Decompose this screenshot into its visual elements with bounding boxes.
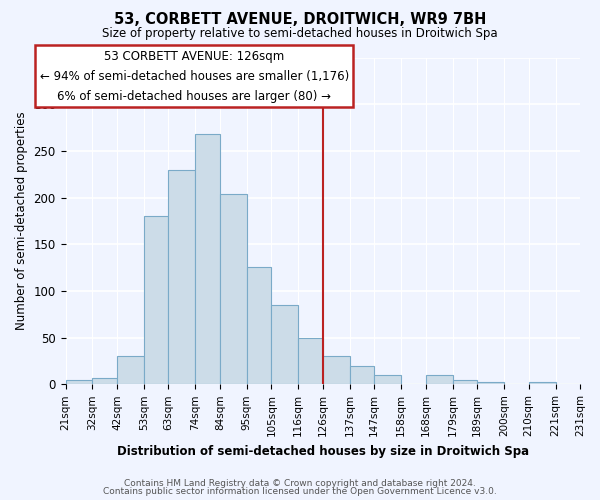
Text: Contains public sector information licensed under the Open Government Licence v3: Contains public sector information licen… <box>103 487 497 496</box>
Bar <box>271 305 298 384</box>
Bar <box>374 375 401 384</box>
Bar <box>220 194 247 384</box>
Bar <box>477 382 504 384</box>
Bar <box>65 380 92 384</box>
Bar <box>169 170 196 384</box>
Text: Size of property relative to semi-detached houses in Droitwich Spa: Size of property relative to semi-detach… <box>102 28 498 40</box>
Text: Contains HM Land Registry data © Crown copyright and database right 2024.: Contains HM Land Registry data © Crown c… <box>124 478 476 488</box>
Bar <box>350 366 374 384</box>
Y-axis label: Number of semi-detached properties: Number of semi-detached properties <box>15 112 28 330</box>
Bar <box>144 216 169 384</box>
Bar <box>323 356 350 384</box>
Bar <box>92 378 117 384</box>
Bar <box>117 356 144 384</box>
X-axis label: Distribution of semi-detached houses by size in Droitwich Spa: Distribution of semi-detached houses by … <box>117 444 529 458</box>
Bar <box>452 380 477 384</box>
Text: 53 CORBETT AVENUE: 126sqm
← 94% of semi-detached houses are smaller (1,176)
6% o: 53 CORBETT AVENUE: 126sqm ← 94% of semi-… <box>40 50 349 102</box>
Text: 53, CORBETT AVENUE, DROITWICH, WR9 7BH: 53, CORBETT AVENUE, DROITWICH, WR9 7BH <box>114 12 486 28</box>
Bar <box>425 375 452 384</box>
Bar <box>529 382 556 384</box>
Bar <box>196 134 220 384</box>
Bar <box>298 338 323 384</box>
Bar <box>247 266 271 384</box>
